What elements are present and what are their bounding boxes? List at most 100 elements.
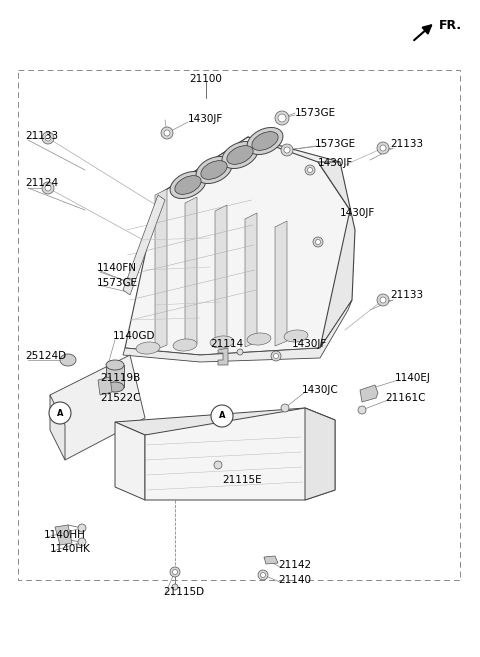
Ellipse shape [222,141,258,168]
Text: 1430JF: 1430JF [318,158,353,168]
Polygon shape [360,385,378,402]
Polygon shape [158,137,340,220]
Text: 1140HK: 1140HK [50,544,91,554]
Text: 21115D: 21115D [163,587,204,597]
Polygon shape [125,137,350,355]
Circle shape [49,402,71,424]
Text: 21161C: 21161C [385,393,425,403]
Circle shape [308,168,312,173]
Bar [106,365,124,387]
Circle shape [377,294,389,306]
Polygon shape [245,213,257,347]
Circle shape [281,144,293,156]
Text: 1140EJ: 1140EJ [395,373,431,383]
Text: 21119B: 21119B [100,373,140,383]
Circle shape [170,567,180,577]
Ellipse shape [106,360,124,370]
Polygon shape [275,221,287,346]
Text: 25124D: 25124D [25,351,66,361]
Text: 1573GE: 1573GE [315,139,356,149]
Text: A: A [219,411,225,420]
Ellipse shape [210,336,234,348]
Polygon shape [50,355,145,460]
Circle shape [377,142,389,154]
Circle shape [380,145,386,151]
Polygon shape [305,408,335,500]
Text: 1430JF: 1430JF [292,339,327,349]
Polygon shape [98,377,112,395]
Ellipse shape [173,339,197,351]
Text: 1430JF: 1430JF [188,114,223,124]
Circle shape [172,584,178,590]
Bar [18,70,460,580]
Text: 1140GD: 1140GD [113,331,156,341]
Circle shape [161,127,173,139]
Circle shape [45,135,51,141]
Circle shape [42,132,54,144]
Ellipse shape [247,333,271,345]
Circle shape [164,130,170,136]
Circle shape [274,353,278,359]
Circle shape [78,524,86,532]
Text: 1430JC: 1430JC [302,385,339,395]
Polygon shape [50,395,65,460]
Polygon shape [115,408,335,435]
Circle shape [211,405,233,427]
Text: 21142: 21142 [278,560,311,570]
Circle shape [45,185,51,191]
Circle shape [258,570,268,580]
Text: A: A [57,409,63,417]
Ellipse shape [60,354,76,366]
Text: 21115E: 21115E [222,475,262,485]
Text: 21140: 21140 [278,575,311,585]
Ellipse shape [106,382,124,392]
Circle shape [271,351,281,361]
Text: 21100: 21100 [190,74,222,84]
Ellipse shape [201,161,227,179]
Circle shape [358,406,366,414]
Circle shape [313,237,323,247]
Text: 21124: 21124 [25,178,58,188]
Ellipse shape [170,171,206,198]
Text: 1140FN: 1140FN [97,263,137,273]
Ellipse shape [284,330,308,342]
Polygon shape [123,300,352,362]
Circle shape [281,404,289,412]
Text: 1430JF: 1430JF [340,208,375,218]
Polygon shape [185,197,197,349]
Circle shape [278,114,286,122]
Circle shape [284,147,290,153]
Polygon shape [55,525,72,545]
Polygon shape [264,556,278,564]
Text: 21133: 21133 [390,139,423,149]
Ellipse shape [175,175,201,194]
Ellipse shape [196,156,232,183]
Ellipse shape [247,127,283,154]
Circle shape [42,182,54,194]
Circle shape [78,538,86,546]
Circle shape [315,240,321,244]
Polygon shape [155,189,167,350]
Ellipse shape [227,146,253,164]
Text: 21522C: 21522C [100,393,141,403]
Text: 21114: 21114 [210,339,243,349]
Ellipse shape [252,131,278,150]
Circle shape [380,297,386,303]
Circle shape [214,461,222,469]
Circle shape [275,111,289,125]
Text: 1140HH: 1140HH [44,530,86,540]
Text: 1573GE: 1573GE [97,278,138,288]
Ellipse shape [136,342,160,354]
Text: FR.: FR. [439,19,462,32]
Circle shape [305,165,315,175]
Circle shape [124,278,132,286]
Polygon shape [145,408,335,500]
Text: 21133: 21133 [390,290,423,300]
Polygon shape [215,205,227,348]
Polygon shape [318,162,355,348]
Text: 21133: 21133 [25,131,58,141]
Polygon shape [115,422,145,500]
Text: 1573GE: 1573GE [295,108,336,118]
Circle shape [172,570,178,574]
Polygon shape [123,195,165,295]
